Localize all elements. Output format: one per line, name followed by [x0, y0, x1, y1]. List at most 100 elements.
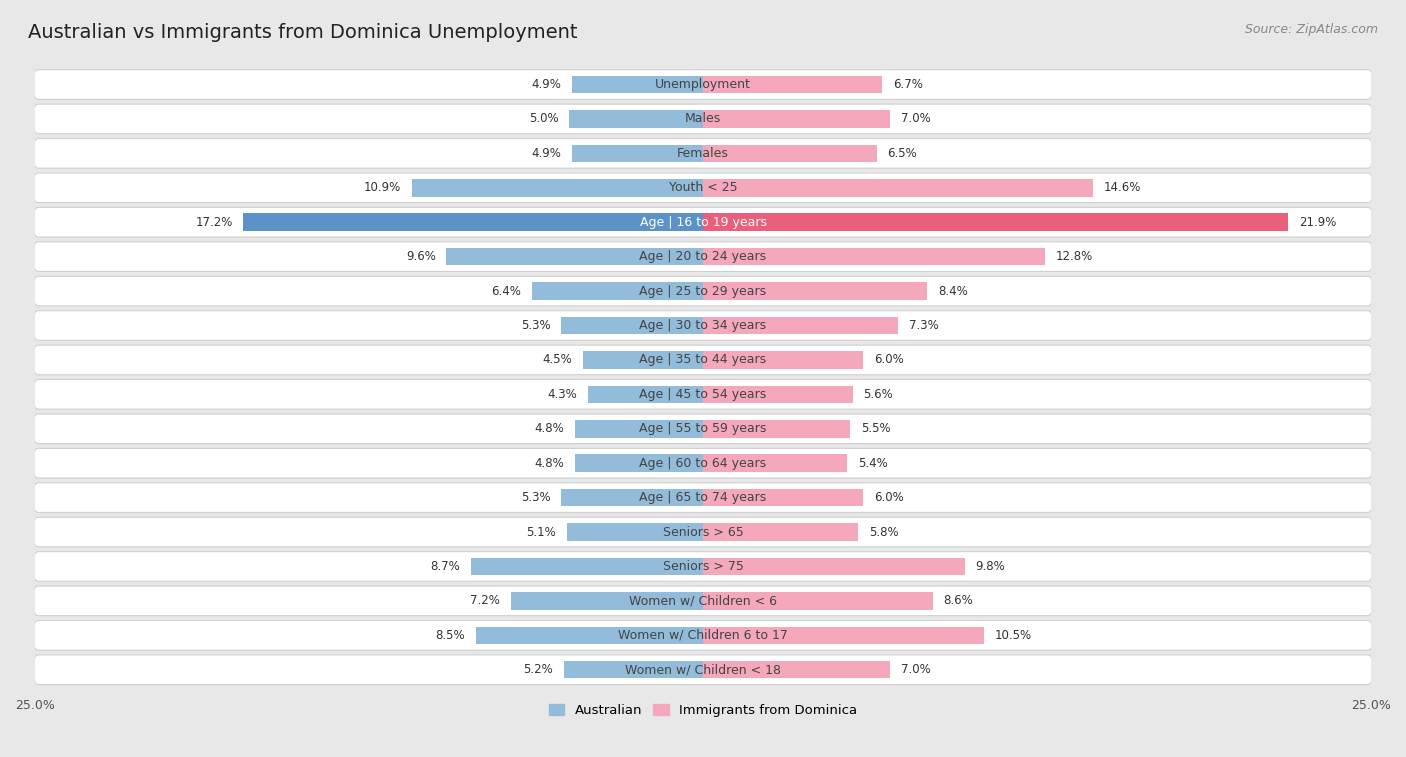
- Bar: [703, 111, 890, 128]
- Bar: [475, 627, 703, 644]
- Bar: [575, 420, 703, 438]
- Text: Women w/ Children < 6: Women w/ Children < 6: [628, 594, 778, 607]
- Text: Seniors > 75: Seniors > 75: [662, 560, 744, 573]
- Bar: [703, 76, 882, 93]
- Bar: [703, 420, 851, 438]
- FancyBboxPatch shape: [34, 621, 1372, 650]
- Text: 6.0%: 6.0%: [875, 354, 904, 366]
- Text: 6.7%: 6.7%: [893, 78, 922, 91]
- Bar: [703, 282, 928, 300]
- Bar: [531, 282, 703, 300]
- Bar: [703, 316, 898, 335]
- Text: Source: ZipAtlas.com: Source: ZipAtlas.com: [1244, 23, 1378, 36]
- Text: 8.6%: 8.6%: [943, 594, 973, 607]
- Bar: [703, 489, 863, 506]
- Text: Australian vs Immigrants from Dominica Unemployment: Australian vs Immigrants from Dominica U…: [28, 23, 578, 42]
- Bar: [564, 661, 703, 678]
- Text: 5.3%: 5.3%: [522, 319, 551, 332]
- Bar: [703, 145, 877, 162]
- Bar: [703, 454, 848, 472]
- FancyBboxPatch shape: [34, 207, 1372, 237]
- FancyBboxPatch shape: [34, 173, 1372, 203]
- Bar: [588, 385, 703, 403]
- Bar: [575, 454, 703, 472]
- Text: Females: Females: [678, 147, 728, 160]
- FancyBboxPatch shape: [34, 276, 1372, 306]
- Text: 4.9%: 4.9%: [531, 147, 561, 160]
- Bar: [567, 523, 703, 540]
- FancyBboxPatch shape: [34, 483, 1372, 512]
- Bar: [703, 351, 863, 369]
- Text: 4.3%: 4.3%: [548, 388, 578, 401]
- Text: Age | 30 to 34 years: Age | 30 to 34 years: [640, 319, 766, 332]
- Text: 17.2%: 17.2%: [195, 216, 232, 229]
- Text: 5.1%: 5.1%: [526, 525, 555, 538]
- Bar: [703, 523, 858, 540]
- FancyBboxPatch shape: [34, 379, 1372, 409]
- Text: 9.8%: 9.8%: [976, 560, 1005, 573]
- Text: 4.8%: 4.8%: [534, 422, 564, 435]
- FancyBboxPatch shape: [34, 552, 1372, 581]
- Text: 9.6%: 9.6%: [406, 250, 436, 263]
- Bar: [703, 558, 965, 575]
- Text: 4.8%: 4.8%: [534, 456, 564, 469]
- Text: 6.0%: 6.0%: [875, 491, 904, 504]
- Text: Age | 45 to 54 years: Age | 45 to 54 years: [640, 388, 766, 401]
- FancyBboxPatch shape: [34, 104, 1372, 134]
- Text: 10.9%: 10.9%: [364, 181, 401, 195]
- Text: Age | 65 to 74 years: Age | 65 to 74 years: [640, 491, 766, 504]
- FancyBboxPatch shape: [34, 310, 1372, 341]
- Text: 8.7%: 8.7%: [430, 560, 460, 573]
- FancyBboxPatch shape: [34, 586, 1372, 615]
- Legend: Australian, Immigrants from Dominica: Australian, Immigrants from Dominica: [543, 699, 863, 722]
- FancyBboxPatch shape: [34, 414, 1372, 444]
- Bar: [561, 316, 703, 335]
- Bar: [561, 489, 703, 506]
- Bar: [703, 661, 890, 678]
- Text: Women w/ Children < 18: Women w/ Children < 18: [626, 663, 780, 676]
- Bar: [471, 558, 703, 575]
- Bar: [703, 179, 1092, 197]
- Text: Youth < 25: Youth < 25: [669, 181, 737, 195]
- Bar: [412, 179, 703, 197]
- Text: 7.2%: 7.2%: [470, 594, 501, 607]
- Text: Age | 35 to 44 years: Age | 35 to 44 years: [640, 354, 766, 366]
- Bar: [569, 111, 703, 128]
- Bar: [510, 592, 703, 609]
- Bar: [447, 248, 703, 266]
- Text: Age | 25 to 29 years: Age | 25 to 29 years: [640, 285, 766, 298]
- Text: 5.8%: 5.8%: [869, 525, 898, 538]
- Bar: [703, 213, 1288, 231]
- Text: Age | 55 to 59 years: Age | 55 to 59 years: [640, 422, 766, 435]
- FancyBboxPatch shape: [34, 139, 1372, 168]
- FancyBboxPatch shape: [34, 448, 1372, 478]
- FancyBboxPatch shape: [34, 517, 1372, 547]
- Text: Males: Males: [685, 113, 721, 126]
- Text: 4.5%: 4.5%: [543, 354, 572, 366]
- Text: 8.5%: 8.5%: [436, 629, 465, 642]
- Text: 21.9%: 21.9%: [1299, 216, 1336, 229]
- Text: Age | 16 to 19 years: Age | 16 to 19 years: [640, 216, 766, 229]
- Bar: [572, 145, 703, 162]
- Text: Women w/ Children 6 to 17: Women w/ Children 6 to 17: [619, 629, 787, 642]
- Text: Age | 60 to 64 years: Age | 60 to 64 years: [640, 456, 766, 469]
- Bar: [582, 351, 703, 369]
- Text: 7.3%: 7.3%: [908, 319, 939, 332]
- Text: Unemployment: Unemployment: [655, 78, 751, 91]
- Text: Seniors > 65: Seniors > 65: [662, 525, 744, 538]
- Text: 5.3%: 5.3%: [522, 491, 551, 504]
- Text: 6.5%: 6.5%: [887, 147, 917, 160]
- Bar: [703, 627, 984, 644]
- Text: 5.0%: 5.0%: [529, 113, 558, 126]
- Text: 6.4%: 6.4%: [492, 285, 522, 298]
- Text: 7.0%: 7.0%: [901, 113, 931, 126]
- FancyBboxPatch shape: [34, 241, 1372, 272]
- Bar: [703, 248, 1045, 266]
- Text: 5.2%: 5.2%: [523, 663, 554, 676]
- Text: 4.9%: 4.9%: [531, 78, 561, 91]
- FancyBboxPatch shape: [34, 655, 1372, 684]
- Bar: [243, 213, 703, 231]
- Text: 10.5%: 10.5%: [994, 629, 1032, 642]
- Bar: [572, 76, 703, 93]
- Text: 7.0%: 7.0%: [901, 663, 931, 676]
